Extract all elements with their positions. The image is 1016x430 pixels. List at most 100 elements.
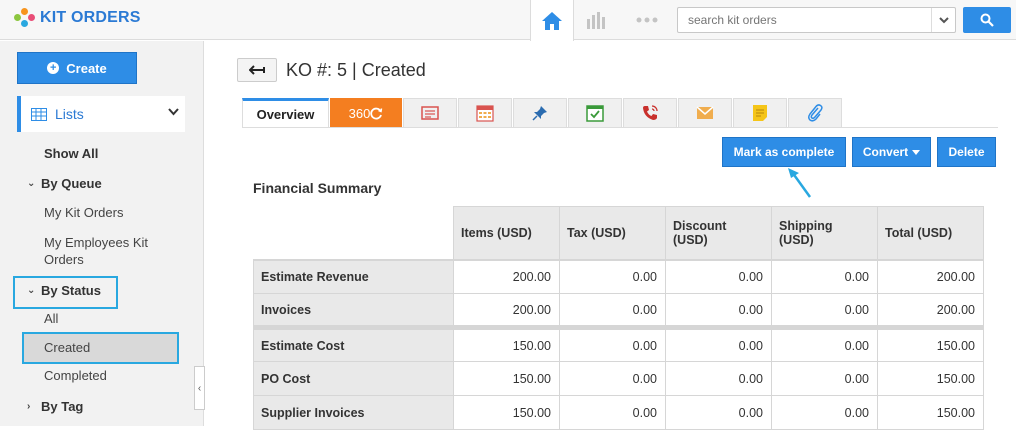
cell-value: 0.00 <box>559 395 666 430</box>
tab-attachments[interactable] <box>788 98 842 128</box>
sidebar: + Create Lists Show All ⌄ By Queue My Ki… <box>0 41 204 426</box>
cell-value: 0.00 <box>771 293 878 328</box>
cell-value: 200.00 <box>453 259 560 294</box>
tab-emails[interactable] <box>678 98 732 128</box>
row-label: Estimate Revenue <box>253 259 454 294</box>
sidebar-item-created[interactable]: Created <box>44 340 91 355</box>
chevron-left-icon: ‹ <box>197 382 202 394</box>
tab-overview[interactable]: Overview <box>242 98 329 128</box>
reports-button[interactable] <box>582 0 612 40</box>
by-tag-label: By Tag <box>41 399 84 414</box>
created-selected-bg <box>24 333 178 363</box>
cell-value: 150.00 <box>453 325 560 362</box>
my-employees-line2: Orders <box>44 252 84 267</box>
search-input[interactable] <box>678 8 928 32</box>
col-header: Total (USD) <box>877 206 984 260</box>
tabs-underline <box>242 127 998 128</box>
pointer-arrow-icon <box>788 168 812 198</box>
cell-value: 0.00 <box>665 395 772 430</box>
tab-calendar[interactable] <box>458 98 512 128</box>
cell-value: 0.00 <box>665 325 772 362</box>
row-label: Supplier Invoices <box>253 395 454 430</box>
logo-icon <box>14 8 36 28</box>
call-icon <box>643 105 658 120</box>
plus-icon: + <box>47 62 60 74</box>
cell-value: 200.00 <box>877 259 984 294</box>
search-icon <box>980 13 994 27</box>
pin-icon <box>532 106 547 121</box>
table-row: Invoices 200.00 0.00 0.00 0.00 200.00 <box>253 293 984 328</box>
tab-tasks[interactable] <box>568 98 622 128</box>
back-button[interactable] <box>237 58 277 82</box>
caret-down-icon <box>912 149 921 155</box>
sidebar-item-my-kit-orders[interactable]: My Kit Orders <box>44 205 124 220</box>
sidebar-item-all[interactable]: All <box>44 311 59 326</box>
list-icon <box>31 107 47 121</box>
cell-value: 0.00 <box>771 395 878 430</box>
chevron-down-icon <box>168 108 179 116</box>
tab-360[interactable]: 360 <box>330 98 402 128</box>
bar-chart-icon <box>587 12 605 29</box>
lists-dropdown[interactable]: Lists <box>17 96 185 132</box>
cell-value: 0.00 <box>559 259 666 294</box>
create-button[interactable]: + Create <box>17 52 137 84</box>
attachment-icon <box>808 104 823 122</box>
cell-value: 0.00 <box>559 293 666 328</box>
more-button[interactable] <box>632 0 662 40</box>
sidebar-item-completed[interactable]: Completed <box>44 368 107 383</box>
table-row: Supplier Invoices 150.00 0.00 0.00 0.00 … <box>253 395 984 430</box>
cell-value: 0.00 <box>559 361 666 396</box>
home-icon <box>542 11 562 30</box>
sidebar-group-by-queue[interactable]: ⌄ By Queue <box>27 176 102 191</box>
tab-notes[interactable] <box>733 98 787 128</box>
sidebar-item-my-employees-kit-orders[interactable]: My Employees Kit Orders <box>44 234 148 268</box>
calendar-icon <box>476 105 494 122</box>
chevron-down-icon: ⌄ <box>27 285 36 296</box>
col-header: Shipping (USD) <box>771 206 878 260</box>
delete-button[interactable]: Delete <box>937 137 996 167</box>
chevron-down-icon <box>938 16 949 23</box>
cell-value: 0.00 <box>559 325 666 362</box>
financial-summary-title: Financial Summary <box>253 180 382 196</box>
app-logo[interactable]: KIT ORDERS <box>14 8 141 28</box>
col-header: Tax (USD) <box>559 206 666 260</box>
sidebar-group-by-status[interactable]: ⌄ By Status <box>27 283 101 298</box>
email-icon <box>696 106 714 119</box>
row-label: Estimate Cost <box>253 325 454 362</box>
by-status-label: By Status <box>41 283 101 298</box>
sidebar-collapse-toggle[interactable]: ‹ <box>194 366 205 410</box>
more-dots-icon <box>636 17 658 23</box>
cell-value: 0.00 <box>771 259 878 294</box>
note-icon <box>753 105 767 121</box>
top-bar: KIT ORDERS <box>0 0 1016 41</box>
col-header-line: (USD) <box>779 232 814 247</box>
cell-value: 150.00 <box>453 361 560 396</box>
task-icon <box>586 105 604 122</box>
by-status-highlight <box>13 276 118 309</box>
row-label: PO Cost <box>253 361 454 396</box>
sidebar-item-show-all[interactable]: Show All <box>44 146 99 161</box>
convert-button[interactable]: Convert <box>852 137 931 167</box>
home-button[interactable] <box>530 0 574 41</box>
table-row: Estimate Revenue 200.00 0.00 0.00 0.00 2… <box>253 259 984 294</box>
table-row: PO Cost 150.00 0.00 0.00 0.00 150.00 <box>253 361 984 396</box>
cell-value: 0.00 <box>771 325 878 362</box>
cell-value: 150.00 <box>453 395 560 430</box>
detail-tabs: Overview 360 <box>242 98 843 128</box>
col-header: Discount (USD) <box>665 206 772 260</box>
col-header: Items (USD) <box>453 206 560 260</box>
col-header-line: (USD) <box>673 232 708 247</box>
search-button[interactable] <box>963 7 1011 33</box>
corner-cell <box>253 206 454 260</box>
tab-invoices[interactable] <box>403 98 457 128</box>
cell-value: 0.00 <box>665 293 772 328</box>
sidebar-group-by-tag[interactable]: › By Tag <box>27 399 83 414</box>
tab-calls[interactable] <box>623 98 677 128</box>
mark-as-complete-button[interactable]: Mark as complete <box>722 137 846 167</box>
cell-value: 150.00 <box>877 361 984 396</box>
search-dropdown[interactable] <box>931 8 955 32</box>
tab-360-label: 360 <box>348 105 371 121</box>
col-header-line: Shipping <box>779 218 833 233</box>
app-title: KIT ORDERS <box>40 9 141 26</box>
tab-pins[interactable] <box>513 98 567 128</box>
